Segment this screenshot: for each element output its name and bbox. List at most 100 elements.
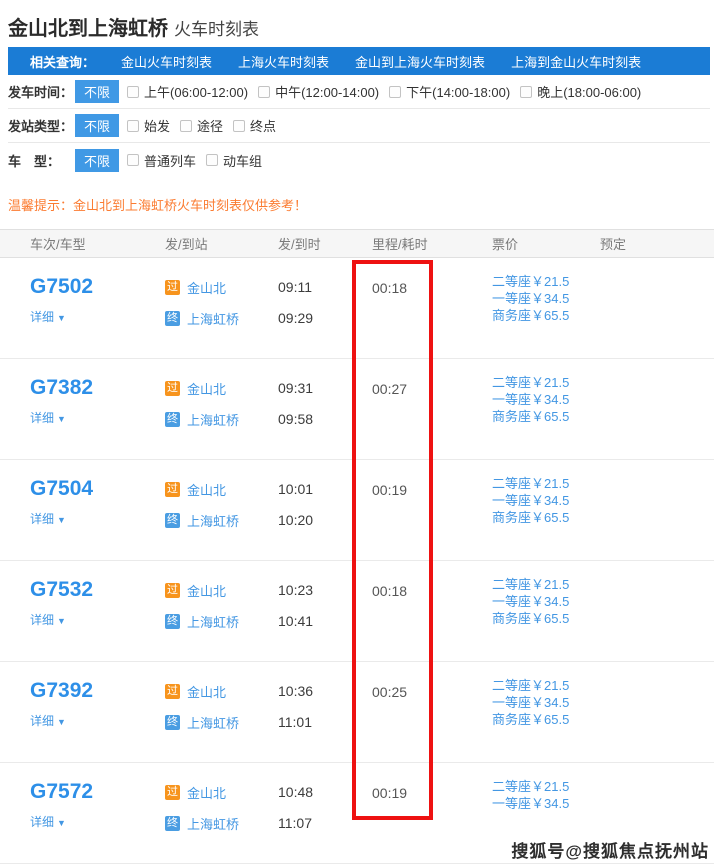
- train-row: G7392 详细 ▼ 过 金山北 终 上海虹桥 10:36 11:01 00:25…: [0, 662, 714, 763]
- terminal-badge: 终: [165, 512, 180, 528]
- related-links-label: 相关查询：: [30, 54, 96, 70]
- filter-option-label: 终点: [250, 119, 277, 134]
- to-station-link[interactable]: 上海虹桥: [187, 614, 240, 630]
- booking-cell: [570, 561, 714, 661]
- train-number-link[interactable]: G7382: [30, 376, 94, 399]
- price-line: 商务座￥65.5: [492, 308, 570, 323]
- page-title: 金山北到上海虹桥 火车时刻表: [0, 0, 714, 47]
- booking-cell: [570, 258, 714, 358]
- page-title-route: 金山北到上海虹桥: [8, 18, 168, 40]
- from-station: 过 金山北: [165, 279, 248, 296]
- times-cell: 10:23 10:41: [248, 561, 342, 661]
- price-list: 二等座￥21.5 一等座￥34.5 商务座￥65.5: [492, 475, 570, 526]
- departure-time: 09:11: [278, 279, 312, 295]
- price-cell: 二等座￥21.5 一等座￥34.5 商务座￥65.5: [462, 359, 570, 459]
- from-station: 过 金山北: [165, 683, 248, 700]
- filter-option-label: 晚上(18:00-06:00): [537, 85, 642, 100]
- watermark-text: 搜狐号@搜狐焦点抚州站: [511, 842, 709, 861]
- pass-badge: 过: [165, 683, 180, 699]
- checkbox-icon[interactable]: [127, 119, 140, 132]
- price-line: 商务座￥65.5: [492, 409, 570, 424]
- arrival-time: 10:20: [278, 512, 314, 528]
- train-row: G7502 详细 ▼ 过 金山北 终 上海虹桥 09:11 09:29 00:18…: [0, 258, 714, 359]
- filter-selected-button[interactable]: 不限: [75, 114, 120, 137]
- from-station-link[interactable]: 金山北: [187, 583, 227, 599]
- price-line: 一等座￥34.5: [492, 392, 570, 407]
- departure-time: 09:31: [278, 380, 314, 396]
- filter-option-label: 普通列车: [144, 153, 197, 169]
- checkbox-icon[interactable]: [389, 85, 402, 98]
- from-station: 过 金山北: [165, 380, 248, 397]
- to-station: 终 上海虹桥: [165, 815, 248, 832]
- filter-checkbox-option[interactable]: 上午(06:00-12:00): [127, 82, 248, 101]
- to-station-link[interactable]: 上海虹桥: [187, 412, 240, 428]
- terminal-badge: 终: [165, 411, 180, 427]
- checkbox-icon[interactable]: [206, 154, 219, 166]
- filter-selected-button[interactable]: 不限: [75, 148, 120, 172]
- checkbox-icon[interactable]: [180, 119, 193, 132]
- duration-cell: 00:25: [342, 662, 462, 762]
- price-cell: 二等座￥21.5 一等座￥34.5 商务座￥65.5: [462, 662, 570, 762]
- from-station: 过 金山北: [165, 481, 248, 498]
- to-station-link[interactable]: 上海虹桥: [187, 715, 240, 731]
- filter-option-label: 下午(14:00-18:00): [406, 85, 511, 100]
- checkbox-icon[interactable]: [258, 85, 271, 98]
- detail-toggle[interactable]: 详细 ▼: [30, 310, 66, 324]
- train-number-link[interactable]: G7532: [30, 578, 94, 601]
- from-station-link[interactable]: 金山北: [187, 785, 227, 801]
- detail-toggle[interactable]: 详细 ▼: [30, 714, 66, 728]
- arrival-time: 09:29: [278, 310, 314, 326]
- price-line: 二等座￥21.5: [492, 375, 570, 390]
- to-station-link[interactable]: 上海虹桥: [187, 311, 240, 327]
- price-cell: 二等座￥21.5 一等座￥34.5 商务座￥65.5: [462, 258, 570, 358]
- detail-toggle[interactable]: 详细 ▼: [30, 411, 66, 425]
- checkbox-icon[interactable]: [520, 85, 533, 98]
- filter-checkbox-option[interactable]: 动车组: [206, 151, 262, 170]
- departure-time: 10:36: [278, 683, 314, 699]
- related-link[interactable]: 金山火车时刻表: [121, 54, 213, 70]
- terminal-badge: 终: [165, 714, 180, 730]
- filter-checkbox-option[interactable]: 途径: [180, 116, 223, 135]
- filter-row: 车 型： 不限 普通列车 动车组: [8, 143, 710, 177]
- booking-cell: [570, 460, 714, 560]
- duration-cell: 00:18: [342, 561, 462, 661]
- from-station-link[interactable]: 金山北: [187, 280, 227, 296]
- from-station-link[interactable]: 金山北: [187, 482, 227, 498]
- filter-checkbox-option[interactable]: 晚上(18:00-06:00): [520, 82, 641, 101]
- from-station-link[interactable]: 金山北: [187, 381, 227, 397]
- filter-selected-button[interactable]: 不限: [75, 80, 120, 103]
- detail-toggle[interactable]: 详细 ▼: [30, 815, 66, 829]
- price-line: 二等座￥21.5: [492, 678, 570, 693]
- filter-checkbox-option[interactable]: 普通列车: [127, 151, 196, 170]
- checkbox-icon[interactable]: [127, 85, 140, 98]
- duration-value: 00:19: [372, 482, 408, 498]
- train-number-link[interactable]: G7502: [30, 275, 94, 298]
- train-number-link[interactable]: G7504: [30, 477, 94, 500]
- related-link[interactable]: 上海火车时刻表: [238, 54, 330, 70]
- filter-checkbox-option[interactable]: 中午(12:00-14:00): [258, 82, 379, 101]
- filter-checkbox-option[interactable]: 下午(14:00-18:00): [389, 82, 510, 101]
- filter-checkbox-option[interactable]: 始发: [127, 116, 170, 135]
- caret-down-icon: ▼: [57, 414, 66, 424]
- to-station-link[interactable]: 上海虹桥: [187, 513, 240, 529]
- price-cell: 二等座￥21.5 一等座￥34.5 商务座￥65.5: [462, 561, 570, 661]
- filter-checkbox-option[interactable]: 终点: [233, 116, 276, 135]
- train-cell: G7382 详细 ▼: [0, 359, 135, 459]
- price-line: 二等座￥21.5: [492, 577, 570, 592]
- detail-toggle[interactable]: 详细 ▼: [30, 512, 66, 526]
- train-number-link[interactable]: G7572: [30, 780, 94, 803]
- checkbox-icon[interactable]: [233, 119, 246, 132]
- from-station: 过 金山北: [165, 784, 248, 801]
- price-line: 二等座￥21.5: [492, 274, 570, 289]
- price-line: 一等座￥34.5: [492, 796, 570, 811]
- checkbox-icon[interactable]: [127, 154, 140, 166]
- notice-text: 温馨提示：金山北到上海虹桥火车时刻表仅供参考！: [8, 198, 308, 213]
- related-link[interactable]: 金山到上海火车时刻表: [355, 54, 486, 70]
- from-station-link[interactable]: 金山北: [187, 684, 227, 700]
- related-link[interactable]: 上海到金山火车时刻表: [511, 54, 642, 70]
- train-number-link[interactable]: G7392: [30, 679, 94, 702]
- to-station-link[interactable]: 上海虹桥: [187, 816, 240, 832]
- filter-option-label: 动车组: [223, 153, 263, 169]
- detail-toggle[interactable]: 详细 ▼: [30, 613, 66, 627]
- arrival-time: 11:07: [278, 815, 312, 831]
